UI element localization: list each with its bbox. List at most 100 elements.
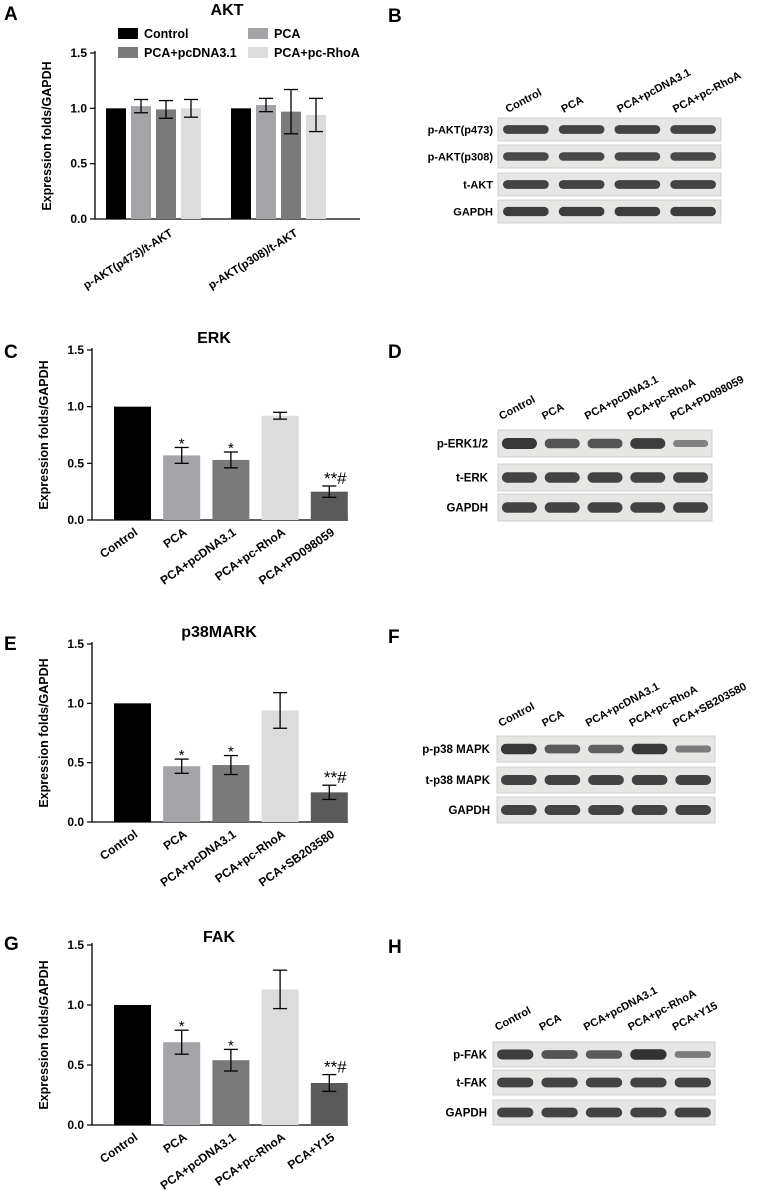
blot-band <box>631 743 668 755</box>
blot-band <box>496 1107 534 1118</box>
x-tick-label: p-AKT(p473)/t-AKT <box>82 227 176 292</box>
bar-1-0 <box>231 108 251 219</box>
blot-band <box>585 1107 623 1118</box>
y-tick-label: 1.0 <box>67 998 84 1012</box>
blot-row-label: p-FAK <box>453 1050 488 1062</box>
x-tick-label: Control <box>97 525 140 561</box>
significance-marker: **# <box>324 469 347 488</box>
blot-row-label: p-AKT(p308) <box>428 152 494 164</box>
lane-label: PCA <box>540 708 566 730</box>
blot-band <box>496 1077 534 1088</box>
blot-band <box>503 206 549 217</box>
legend-swatch-1 <box>248 28 268 39</box>
bar-0-2 <box>156 109 176 219</box>
blot-band <box>503 180 549 189</box>
blot-row-label: GAPDH <box>445 1108 487 1120</box>
panel-letter: D <box>388 342 402 363</box>
blot-band <box>630 438 666 449</box>
blot-band <box>585 1077 623 1088</box>
y-tick-label: 0.0 <box>70 212 87 226</box>
blot-band <box>674 1051 712 1058</box>
y-tick-label: 0.5 <box>70 157 87 171</box>
blot-band <box>614 180 661 189</box>
panel-letter: H <box>388 937 402 958</box>
blot-band <box>587 472 623 483</box>
blot-band <box>675 745 712 753</box>
y-tick-label: 1.0 <box>67 400 84 414</box>
blot-row-label: t-p38 MAPK <box>425 775 490 787</box>
y-tick-label: 0.0 <box>67 1118 84 1132</box>
blot-band <box>544 774 581 786</box>
blot-band <box>630 502 666 513</box>
blot-band <box>670 125 716 134</box>
bar-3 <box>261 989 299 1125</box>
y-tick-label: 1.5 <box>67 637 84 651</box>
blot-strip <box>497 199 722 224</box>
lane-label: Control <box>497 394 537 423</box>
blot-band <box>544 744 581 754</box>
y-axis-label: Expression folds/GAPDH <box>40 61 54 210</box>
lane-label: PCA+pcDNA3.1 <box>582 985 660 1034</box>
lane-label: PCA+pcDNA3.1 <box>584 681 662 730</box>
blot-band <box>670 206 716 217</box>
bar-0-1 <box>131 106 151 219</box>
y-tick-label: 0.5 <box>67 756 84 770</box>
x-tick-label: PCA <box>161 1130 190 1156</box>
chart-title: FAK <box>203 929 235 946</box>
panel-letter: B <box>388 6 402 27</box>
chart-panel-g: G FAK 0.0 0.5 1.0 1.5 Expression folds/GAPDH Co… <box>4 929 348 1190</box>
bar-0-3 <box>181 108 201 219</box>
lane-label: Control <box>493 1005 533 1034</box>
blot-band <box>503 125 549 134</box>
lane-label: PCA <box>540 401 566 423</box>
y-tick-label: 1.5 <box>67 343 84 357</box>
blot-band <box>630 1049 667 1060</box>
significance-marker: * <box>228 744 234 761</box>
blot-band <box>588 804 624 816</box>
blot-band <box>587 502 623 513</box>
bar-0-0 <box>106 108 126 219</box>
y-tick-label: 0.5 <box>67 1058 84 1072</box>
blot-band <box>501 502 537 513</box>
significance-marker: * <box>179 435 185 452</box>
blot-band <box>670 152 716 161</box>
panel-letter: G <box>4 934 19 955</box>
blot-band <box>614 206 661 217</box>
significance-marker: **# <box>324 768 347 787</box>
blot-band <box>614 125 661 134</box>
lane-label: PCA+SB203580 <box>671 681 749 730</box>
blot-band <box>558 152 605 161</box>
lane-label: PCA <box>559 94 585 116</box>
blot-band <box>675 804 712 816</box>
blot-band <box>630 1077 667 1088</box>
blot-row-label: p-AKT(p473) <box>428 125 494 137</box>
lane-label: PCA <box>537 1012 563 1034</box>
blot-band <box>614 152 661 161</box>
blot-band <box>674 1077 712 1088</box>
lane-label: PCA+pcDNA3.1 <box>583 374 661 423</box>
blot-band <box>587 438 623 449</box>
bar-1-1 <box>256 105 276 219</box>
legend-swatch-0 <box>118 28 138 39</box>
blot-band <box>631 774 668 786</box>
y-tick-label: 0.0 <box>67 815 84 829</box>
blot-band <box>673 440 709 447</box>
blot-band <box>496 1049 534 1060</box>
significance-marker: * <box>179 747 185 764</box>
blot-band <box>588 774 624 786</box>
y-tick-label: 0.0 <box>67 513 84 527</box>
blot-band <box>544 472 580 483</box>
legend-label: PCA+pc-RhoA <box>274 46 360 60</box>
blot-row-label: GAPDH <box>446 503 488 515</box>
blot-band <box>675 774 712 786</box>
x-tick-label: PCA+Y15 <box>285 1130 337 1172</box>
bar-1 <box>163 766 201 822</box>
blot-band <box>503 152 549 161</box>
legend-label: PCA+pcDNA3.1 <box>144 46 237 60</box>
x-tick-label: Control <box>97 1130 140 1166</box>
y-tick-label: 1.0 <box>67 696 84 710</box>
bar-1-3 <box>306 114 326 219</box>
significance-marker: * <box>228 440 234 457</box>
